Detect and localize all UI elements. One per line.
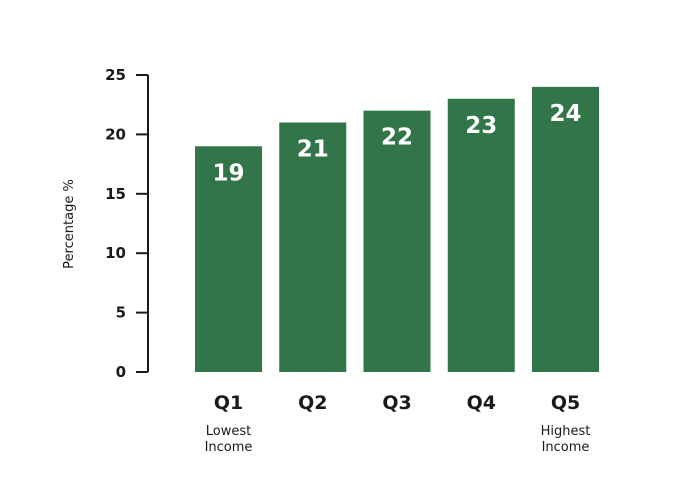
bar-value-label: 22 xyxy=(381,125,413,151)
bar-value-label: 21 xyxy=(297,137,329,163)
x-category-label: Q4 xyxy=(467,392,496,414)
y-ticks: 0 5 10 15 20 25 xyxy=(105,66,148,381)
bar-value-label: 23 xyxy=(465,113,497,139)
x-category-sublabel: Highest Income xyxy=(541,424,591,455)
y-axis-title: Percentage % xyxy=(62,179,77,269)
bar xyxy=(363,110,431,372)
y-tick-label: 15 xyxy=(105,185,126,203)
y-tick-label: 25 xyxy=(105,66,126,84)
bar xyxy=(532,86,599,372)
bar-value-label: 24 xyxy=(549,101,581,127)
x-category-label: Q5 xyxy=(551,392,580,414)
bar xyxy=(447,98,515,372)
bar xyxy=(279,122,347,373)
x-category-sublabel: Lowest Income xyxy=(205,424,253,455)
x-category-label: Q3 xyxy=(382,392,411,414)
y-tick-label: 10 xyxy=(105,244,126,262)
bar-value-label: 19 xyxy=(212,160,244,186)
y-tick-label: 0 xyxy=(116,363,126,381)
bar xyxy=(195,146,262,372)
y-tick-label: 20 xyxy=(105,125,126,143)
x-category-label: Q1 xyxy=(214,392,243,414)
y-tick-label: 5 xyxy=(116,304,126,322)
bars: 19 21 22 23 24 xyxy=(195,86,599,373)
x-category-label: Q2 xyxy=(298,392,327,414)
x-labels: Q1 Lowest Income Q2 Q3 Q4 Q5 Highest Income xyxy=(205,392,591,455)
